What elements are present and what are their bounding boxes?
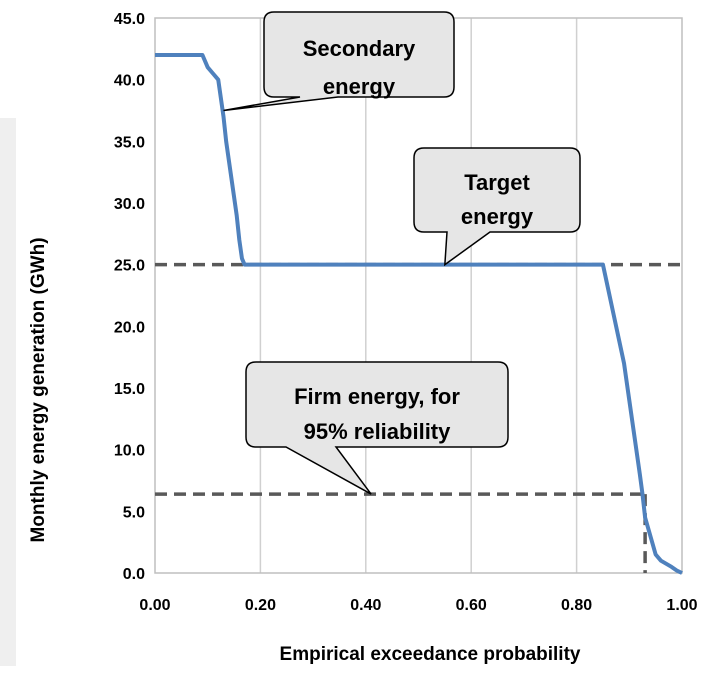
x-tick-label: 0.40 xyxy=(350,597,381,614)
y-tick-label: 25.0 xyxy=(114,258,145,275)
callout-box-1 xyxy=(413,147,581,267)
callout-box-2 xyxy=(245,361,509,495)
y-tick-label: 20.0 xyxy=(114,319,145,336)
callouts: Secondary energy Target energy Firm energy, … xyxy=(223,11,581,495)
x-tick-label: 0.00 xyxy=(139,597,170,614)
callout-text: 95% reliability xyxy=(304,419,452,444)
callout-text: Target xyxy=(464,170,530,195)
y-tick-label: 0.0 xyxy=(123,566,145,583)
callout-box-0 xyxy=(223,11,455,112)
y-tick-label: 45.0 xyxy=(114,11,145,28)
x-tick-label: 0.20 xyxy=(245,597,276,614)
x-tick-label: 0.80 xyxy=(561,597,592,614)
x-tick-labels: 0.00 0.20 0.40 0.60 0.80 1.00 xyxy=(139,597,697,614)
x-tick-label: 1.00 xyxy=(666,597,697,614)
y-tick-label: 15.0 xyxy=(114,381,145,398)
y-tick-label: 5.0 xyxy=(123,504,145,521)
x-tick-label: 0.60 xyxy=(456,597,487,614)
callout-text: energy xyxy=(461,204,534,229)
x-axis-title: Empirical exceedance probability xyxy=(280,644,581,665)
y-tick-label: 30.0 xyxy=(114,196,145,213)
y-tick-label: 40.0 xyxy=(114,73,145,90)
plot-area-border xyxy=(154,17,683,574)
y-axis-title: Monthly energy generation (GWh) xyxy=(28,237,49,542)
y-tick-label: 35.0 xyxy=(114,134,145,151)
series-line-0 xyxy=(155,53,683,575)
series-layer xyxy=(155,53,683,575)
y-tick-labels: 0.0 5.0 10.0 15.0 20.0 25.0 30.0 35.0 40.0 45.0 xyxy=(114,11,145,583)
callout-text: Secondary xyxy=(303,36,416,61)
callout-text: energy xyxy=(323,74,396,99)
grid-lines xyxy=(259,18,578,573)
side-panel xyxy=(0,118,16,666)
callout-text: Firm energy, for xyxy=(294,384,460,409)
y-tick-label: 10.0 xyxy=(114,443,145,460)
